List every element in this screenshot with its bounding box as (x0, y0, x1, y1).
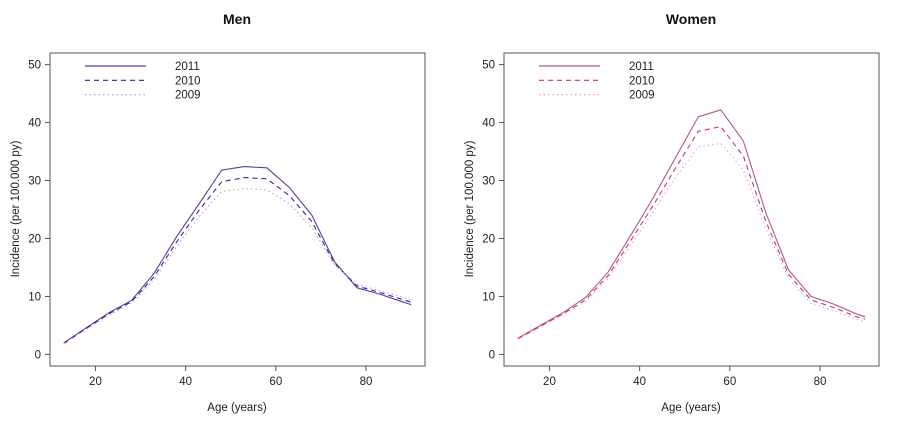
x-tick-label: 80 (360, 376, 373, 388)
y-tick-label: 20 (28, 233, 41, 245)
series-line-2010 (63, 177, 412, 344)
y-tick-label: 40 (28, 118, 41, 130)
series-line-2009 (63, 188, 412, 345)
legend-label-2011: 2011 (629, 61, 654, 73)
x-tick-label: 60 (723, 376, 736, 388)
x-tick-label: 20 (543, 376, 556, 388)
legend-label-2009: 2009 (629, 90, 655, 102)
plot-box (49, 52, 426, 367)
y-axis-label: Incidence (per 100.000 py) (464, 140, 476, 277)
series-line-2010 (517, 125, 866, 340)
legend-label-2010: 2010 (629, 75, 655, 87)
women-panel: Women Incidence (per 100.000 py) Age (ye… (454, 0, 908, 432)
women-chart: Women Incidence (per 100.000 py) Age (ye… (464, 11, 880, 414)
plot-area: 20 40 60 80 0 10 20 30 40 50 2011 2010 2009 (482, 52, 880, 388)
y-tick-label: 30 (28, 176, 41, 188)
series-line-2009 (517, 142, 866, 340)
y-tick-label: 0 (35, 349, 41, 361)
y-tick-label: 30 (482, 176, 495, 188)
y-tick-label: 10 (28, 291, 41, 303)
x-tick-label: 20 (89, 376, 102, 388)
x-tick-label: 40 (633, 376, 646, 388)
page-title: Women (666, 11, 716, 27)
men-panel: Men Incidence (per 100.000 py) Age (year… (10, 11, 426, 414)
legend-label-2010: 2010 (175, 75, 201, 87)
x-tick-label: 40 (179, 376, 192, 388)
plot-area: 20 40 60 80 0 10 20 30 40 50 2011 2010 2009 (28, 52, 426, 388)
men-chart: Men Incidence (per 100.000 py) Age (year… (10, 11, 426, 414)
x-axis-label: Age (years) (661, 402, 721, 414)
y-tick-label: 0 (489, 349, 495, 361)
page-title: Men (223, 11, 251, 27)
y-tick-label: 50 (482, 60, 495, 72)
y-tick-label: 40 (482, 118, 495, 130)
y-tick-label: 10 (482, 291, 495, 303)
x-axis-label: Age (years) (207, 402, 267, 414)
y-tick-label: 20 (482, 233, 495, 245)
series-line-2011 (63, 166, 412, 344)
y-tick-label: 50 (28, 60, 41, 72)
legend-label-2009: 2009 (175, 90, 201, 102)
series-line-2011 (517, 109, 866, 339)
y-axis-label: Incidence (per 100.000 py) (10, 140, 22, 277)
x-tick-label: 60 (269, 376, 282, 388)
legend-label-2011: 2011 (175, 61, 200, 73)
plot-box (503, 52, 880, 367)
x-tick-label: 80 (814, 376, 827, 388)
